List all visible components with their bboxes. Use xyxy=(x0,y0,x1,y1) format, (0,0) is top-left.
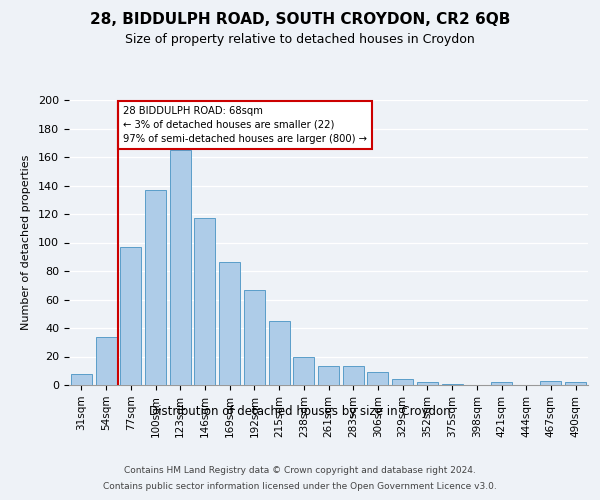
Bar xyxy=(145,190,166,385)
Bar xyxy=(318,366,339,385)
Bar xyxy=(170,150,191,385)
Text: Contains HM Land Registry data © Crown copyright and database right 2024.: Contains HM Land Registry data © Crown c… xyxy=(124,466,476,475)
Bar xyxy=(244,290,265,385)
Text: 28 BIDDULPH ROAD: 68sqm
← 3% of detached houses are smaller (22)
97% of semi-det: 28 BIDDULPH ROAD: 68sqm ← 3% of detached… xyxy=(124,106,367,144)
Bar xyxy=(293,356,314,385)
Text: Distribution of detached houses by size in Croydon: Distribution of detached houses by size … xyxy=(149,405,451,418)
Bar xyxy=(541,380,562,385)
Bar xyxy=(392,380,413,385)
Text: Contains public sector information licensed under the Open Government Licence v3: Contains public sector information licen… xyxy=(103,482,497,491)
Bar xyxy=(95,336,116,385)
Bar xyxy=(120,247,141,385)
Bar xyxy=(442,384,463,385)
Bar xyxy=(343,366,364,385)
Bar xyxy=(367,372,388,385)
Bar xyxy=(417,382,438,385)
Text: Size of property relative to detached houses in Croydon: Size of property relative to detached ho… xyxy=(125,32,475,46)
Bar xyxy=(194,218,215,385)
Bar xyxy=(71,374,92,385)
Bar xyxy=(565,382,586,385)
Text: 28, BIDDULPH ROAD, SOUTH CROYDON, CR2 6QB: 28, BIDDULPH ROAD, SOUTH CROYDON, CR2 6Q… xyxy=(90,12,510,28)
Bar xyxy=(491,382,512,385)
Bar xyxy=(269,321,290,385)
Y-axis label: Number of detached properties: Number of detached properties xyxy=(21,155,31,330)
Bar xyxy=(219,262,240,385)
